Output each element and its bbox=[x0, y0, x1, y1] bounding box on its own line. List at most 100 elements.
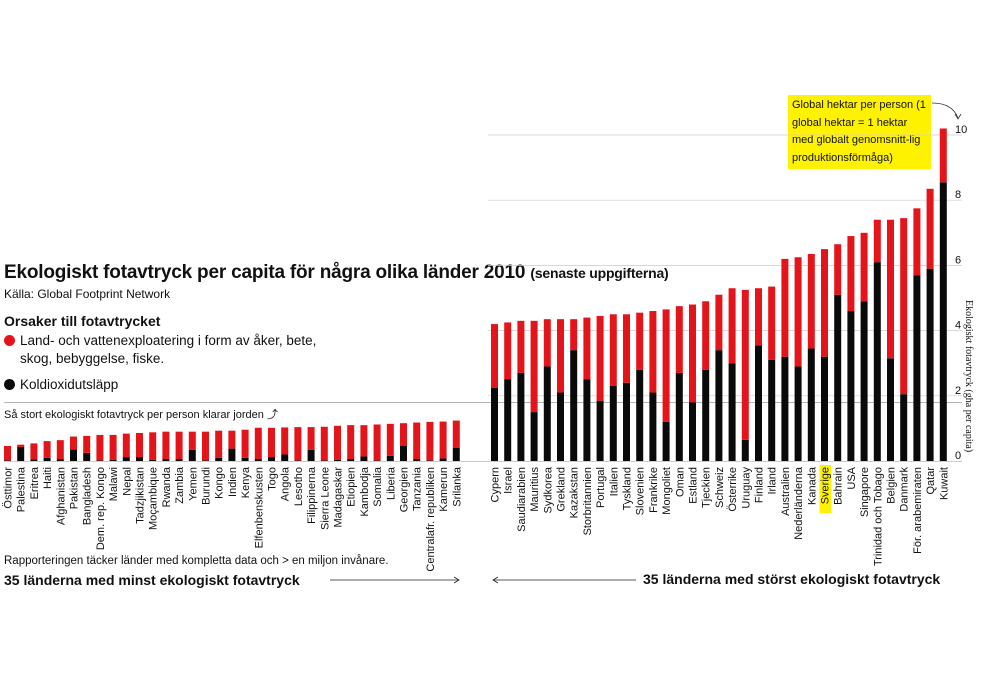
bar-co2 bbox=[570, 350, 578, 461]
category-label: Burundi bbox=[201, 467, 213, 505]
bar-land bbox=[320, 426, 328, 461]
bar-land bbox=[122, 433, 130, 458]
category-label: Filippinerna bbox=[306, 466, 318, 524]
bar-land bbox=[675, 306, 683, 373]
chart-title: Ekologiskt fotavtryck per capita för någ… bbox=[4, 262, 669, 284]
report-note: Rapporteringen täcker länder med komplet… bbox=[4, 555, 389, 567]
bar-land bbox=[755, 288, 762, 346]
bar-land bbox=[56, 440, 64, 460]
left-bar-chart: Östtimor Palestina Eritrea Haiti Afghanistan… bbox=[3, 420, 463, 572]
bar-co2 bbox=[755, 345, 762, 461]
bar-co2 bbox=[662, 421, 670, 461]
y-tick-label: 8 bbox=[955, 189, 961, 201]
bar-land bbox=[873, 219, 881, 263]
bar-co2 bbox=[241, 457, 249, 461]
category-label: Mauritius bbox=[529, 467, 541, 512]
category-label: Singapore bbox=[859, 467, 871, 517]
bar-land bbox=[162, 431, 170, 460]
decorations bbox=[330, 102, 962, 584]
bar-co2 bbox=[821, 356, 828, 461]
bar-co2 bbox=[452, 447, 460, 461]
bar-co2 bbox=[17, 446, 25, 461]
bar-co2 bbox=[400, 446, 407, 461]
title-main: Ekologiskt fotavtryck per capita för någ… bbox=[4, 262, 526, 283]
category-label: Oman bbox=[674, 467, 686, 497]
bar-land bbox=[360, 425, 368, 457]
bar-land bbox=[334, 425, 341, 460]
bar-land bbox=[649, 311, 657, 393]
category-label: USA bbox=[846, 466, 858, 489]
bar-co2 bbox=[162, 459, 170, 461]
category-label: Kambodja bbox=[359, 466, 371, 516]
category-label: Kamerun bbox=[438, 467, 450, 512]
category-label: Rwanda bbox=[161, 466, 173, 507]
bar-co2 bbox=[649, 392, 657, 461]
bar-land bbox=[887, 219, 894, 359]
unit-callout: Global hektar per person (1 global hekta… bbox=[788, 95, 931, 169]
bar-land bbox=[241, 429, 249, 458]
bar-land bbox=[281, 427, 289, 455]
bar-co2 bbox=[741, 439, 749, 461]
category-label: Finland bbox=[754, 467, 766, 503]
bar-co2 bbox=[175, 459, 183, 461]
category-label: Kenya bbox=[240, 466, 252, 498]
category-label: Saudiarabien bbox=[516, 467, 528, 532]
bar-land bbox=[347, 425, 355, 460]
bar-land bbox=[30, 443, 38, 460]
bar-land bbox=[821, 249, 828, 357]
bar-land bbox=[491, 324, 498, 388]
bar-co2 bbox=[939, 182, 947, 461]
bar-co2 bbox=[517, 372, 525, 461]
category-label: Belgien bbox=[886, 467, 898, 504]
bar-land bbox=[188, 431, 196, 450]
category-label: Mongoliet bbox=[661, 467, 673, 515]
bar-co2 bbox=[373, 460, 381, 461]
category-label: Slovenien bbox=[635, 467, 647, 515]
bar-co2 bbox=[294, 460, 302, 461]
bar-land bbox=[215, 430, 223, 458]
bar-land bbox=[373, 424, 381, 461]
bar-land bbox=[689, 304, 696, 403]
bar-co2 bbox=[807, 348, 815, 461]
bar-co2 bbox=[609, 386, 617, 461]
category-label: Centralafr. republiken bbox=[425, 467, 437, 572]
bar-land bbox=[781, 258, 789, 357]
bar-co2 bbox=[689, 402, 696, 461]
category-label: Grekland bbox=[556, 467, 568, 512]
category-label: Sierra Leone bbox=[319, 467, 331, 530]
bar-land bbox=[609, 314, 617, 387]
source-note: Källa: Global Footprint Network bbox=[4, 287, 171, 301]
bar-co2 bbox=[794, 366, 802, 461]
category-label: Haiti bbox=[42, 467, 54, 489]
bar-land bbox=[268, 427, 275, 458]
bar-land bbox=[636, 312, 644, 370]
category-label: Tanzania bbox=[412, 466, 424, 511]
bar-land bbox=[768, 286, 776, 360]
bar-co2 bbox=[334, 459, 341, 461]
bar-co2 bbox=[873, 262, 881, 461]
bar-co2 bbox=[254, 459, 262, 461]
category-label: Kongo bbox=[214, 467, 226, 499]
category-label: Srilanka bbox=[451, 466, 463, 507]
bar-land bbox=[70, 436, 77, 450]
bar-land bbox=[228, 430, 236, 449]
right-bar-chart: Cypern Israel Saudiarabien Mauritius Sydkore… bbox=[490, 128, 950, 566]
category-label: Elfenbenskusten bbox=[253, 467, 265, 548]
bar-land bbox=[400, 423, 407, 447]
category-label: Italien bbox=[608, 467, 620, 496]
bar-co2 bbox=[4, 460, 11, 461]
bar-co2 bbox=[728, 363, 736, 461]
bar-land bbox=[517, 320, 525, 373]
category-label: Kuwait bbox=[938, 467, 950, 500]
bar-co2 bbox=[136, 457, 143, 461]
bar-co2 bbox=[188, 449, 196, 461]
bar-co2 bbox=[768, 359, 776, 461]
category-label: Sverige bbox=[820, 467, 832, 504]
bar-co2 bbox=[228, 448, 236, 461]
bar-co2 bbox=[268, 457, 275, 461]
legend-land-swatch bbox=[4, 335, 15, 346]
bar-co2 bbox=[307, 449, 315, 461]
bar-co2 bbox=[149, 459, 157, 461]
bar-co2 bbox=[636, 369, 644, 461]
legend-land-label: Land- och vattenexploatering i form av å… bbox=[20, 333, 317, 366]
